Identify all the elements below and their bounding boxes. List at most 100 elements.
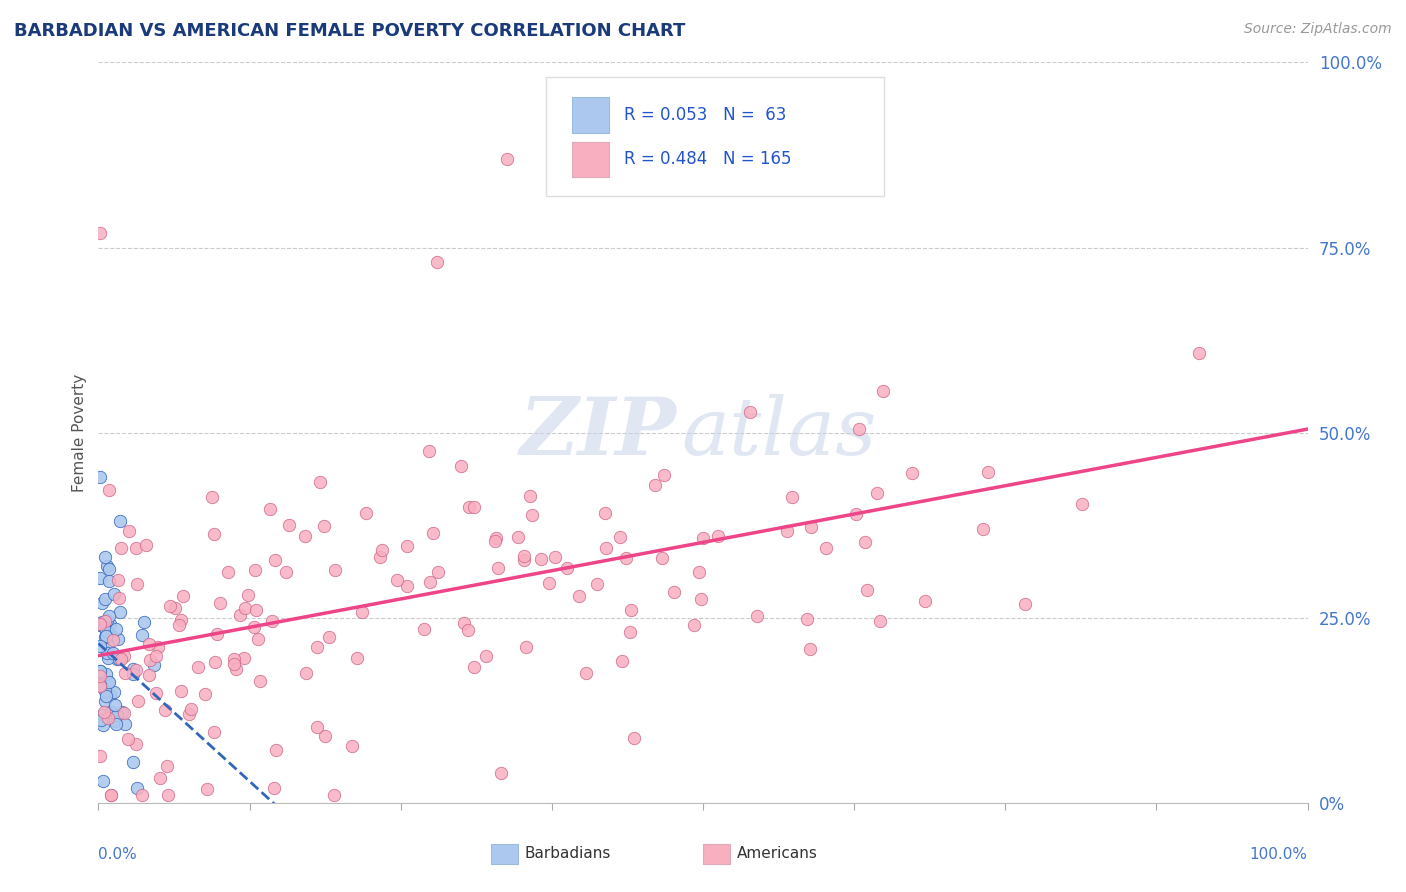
Point	[98, 574, 121, 588]
Point	[96, 629, 118, 643]
Point	[107, 652, 129, 666]
Point	[233, 601, 256, 615]
Point	[145, 685, 167, 699]
Point	[159, 599, 181, 613]
FancyBboxPatch shape	[572, 97, 609, 133]
Point	[172, 590, 194, 604]
Point	[853, 535, 876, 549]
Point	[98, 675, 121, 690]
Point	[506, 530, 529, 544]
Point	[520, 508, 543, 522]
Point	[354, 507, 377, 521]
Text: Barbadians: Barbadians	[524, 847, 610, 862]
Point	[110, 651, 132, 665]
Text: atlas: atlas	[682, 394, 876, 471]
Point	[105, 651, 128, 665]
Point	[418, 444, 440, 458]
Point	[305, 719, 328, 733]
Point	[1188, 345, 1211, 359]
Point	[170, 614, 193, 628]
Point	[848, 422, 870, 436]
FancyBboxPatch shape	[546, 78, 884, 195]
Point	[96, 690, 118, 704]
Point	[101, 633, 124, 648]
Point	[89, 639, 111, 653]
Point	[93, 684, 115, 698]
Point	[496, 152, 519, 166]
Point	[1014, 597, 1036, 611]
Point	[740, 405, 762, 419]
Point	[264, 742, 287, 756]
Point	[609, 530, 631, 544]
Point	[614, 551, 637, 566]
Text: 100.0%: 100.0%	[1250, 847, 1308, 863]
Point	[179, 706, 201, 721]
Point	[977, 465, 1000, 479]
Point	[98, 688, 121, 702]
Point	[100, 789, 122, 803]
Point	[555, 561, 578, 575]
Point	[776, 524, 799, 538]
Point	[97, 638, 120, 652]
Point	[96, 616, 118, 631]
Point	[93, 620, 115, 634]
Point	[259, 501, 281, 516]
Point	[149, 771, 172, 785]
Point	[97, 562, 120, 576]
Point	[89, 664, 111, 678]
Point	[484, 533, 506, 548]
Point	[323, 563, 346, 577]
Point	[112, 648, 135, 663]
Text: R = 0.053   N =  63: R = 0.053 N = 63	[624, 106, 787, 124]
Point	[593, 506, 616, 520]
Point	[314, 729, 336, 743]
Point	[108, 591, 131, 605]
Point	[323, 789, 346, 803]
Point	[138, 667, 160, 681]
Point	[111, 705, 134, 719]
Point	[262, 614, 284, 628]
Point	[796, 612, 818, 626]
Point	[371, 543, 394, 558]
Point	[105, 707, 128, 722]
Text: Americans: Americans	[737, 847, 818, 862]
Point	[799, 641, 821, 656]
Point	[91, 708, 114, 723]
Point	[233, 650, 256, 665]
Point	[156, 789, 179, 803]
Point	[108, 605, 131, 619]
Point	[132, 615, 155, 629]
Point	[100, 789, 122, 803]
Point	[652, 467, 675, 482]
Point	[318, 630, 340, 644]
Point	[91, 773, 114, 788]
Point	[314, 519, 336, 533]
Point	[845, 508, 868, 522]
Point	[135, 538, 157, 552]
Point	[491, 766, 513, 780]
Point	[101, 646, 124, 660]
Point	[224, 652, 246, 666]
Point	[568, 589, 591, 603]
Point	[537, 575, 560, 590]
Point	[274, 565, 297, 579]
Point	[96, 624, 118, 638]
Point	[419, 574, 441, 589]
Point	[869, 614, 891, 628]
Point	[125, 737, 148, 751]
Point	[486, 560, 509, 574]
Point	[612, 654, 634, 668]
Point	[103, 587, 125, 601]
Point	[118, 524, 141, 539]
Point	[89, 571, 111, 585]
Point	[96, 613, 118, 627]
Point	[194, 687, 217, 701]
Point	[127, 577, 149, 591]
Point	[243, 620, 266, 634]
Point	[620, 602, 643, 616]
Point	[121, 666, 143, 681]
Point	[309, 475, 332, 490]
Point	[513, 549, 536, 563]
Point	[263, 780, 285, 795]
Point	[426, 255, 449, 269]
